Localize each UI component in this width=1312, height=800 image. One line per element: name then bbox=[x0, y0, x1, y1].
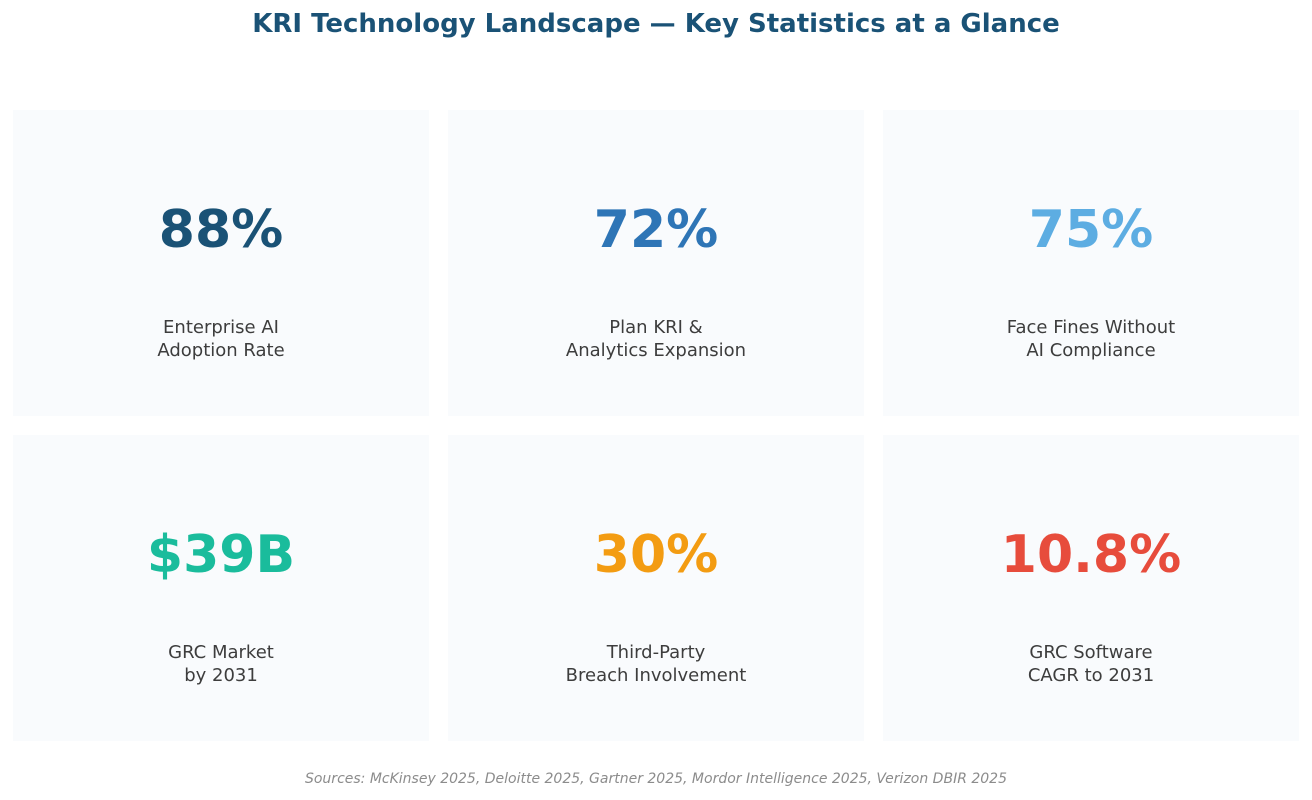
stat-card-grc-market-2031: $39B GRC Market by 2031 bbox=[13, 435, 429, 741]
stat-label-line-1: Plan KRI & bbox=[609, 317, 703, 338]
stat-label-line-1: Third-Party bbox=[606, 642, 706, 663]
stat-card-kri-analytics-expansion: 72% Plan KRI & Analytics Expansion bbox=[448, 110, 864, 416]
stat-label-line-2: Breach Involvement bbox=[565, 665, 747, 686]
stat-label: Plan KRI & Analytics Expansion bbox=[448, 316, 864, 362]
stat-label: GRC Software CAGR to 2031 bbox=[883, 641, 1299, 687]
stat-label-line-2: Adoption Rate bbox=[157, 340, 285, 361]
stat-value: 88% bbox=[158, 200, 284, 260]
stat-label-line-2: Analytics Expansion bbox=[565, 340, 747, 361]
stat-label-line-1: Enterprise AI bbox=[163, 317, 279, 338]
stat-value: 75% bbox=[1028, 200, 1154, 260]
stat-card-fines-without-ai-compliance: 75% Face Fines Without AI Compliance bbox=[883, 110, 1299, 416]
stat-label-line-2: by 2031 bbox=[184, 665, 258, 686]
stat-value: 10.8% bbox=[1000, 525, 1182, 585]
stat-value: 30% bbox=[593, 525, 719, 585]
stat-label-line-2: CAGR to 2031 bbox=[1027, 665, 1155, 686]
stat-label-line-1: GRC Market bbox=[168, 642, 274, 663]
stat-label: Enterprise AI Adoption Rate bbox=[13, 316, 429, 362]
stat-card-third-party-breach: 30% Third-Party Breach Involvement bbox=[448, 435, 864, 741]
stat-value: 72% bbox=[593, 200, 719, 260]
stat-label-line-2: AI Compliance bbox=[1026, 340, 1156, 361]
stat-card-grc-software-cagr: 10.8% GRC Software CAGR to 2031 bbox=[883, 435, 1299, 741]
stat-label: GRC Market by 2031 bbox=[13, 641, 429, 687]
stat-card-enterprise-ai-adoption: 88% Enterprise AI Adoption Rate bbox=[13, 110, 429, 416]
stat-label-line-1: Face Fines Without bbox=[1006, 317, 1176, 338]
stat-label: Third-Party Breach Involvement bbox=[448, 641, 864, 687]
stat-value: $39B bbox=[146, 525, 296, 585]
sources-note: Sources: McKinsey 2025, Deloitte 2025, G… bbox=[304, 771, 1008, 787]
stat-label: Face Fines Without AI Compliance bbox=[883, 316, 1299, 362]
chart-title: KRI Technology Landscape — Key Statistic… bbox=[252, 9, 1060, 39]
stat-label-line-1: GRC Software bbox=[1029, 642, 1153, 663]
